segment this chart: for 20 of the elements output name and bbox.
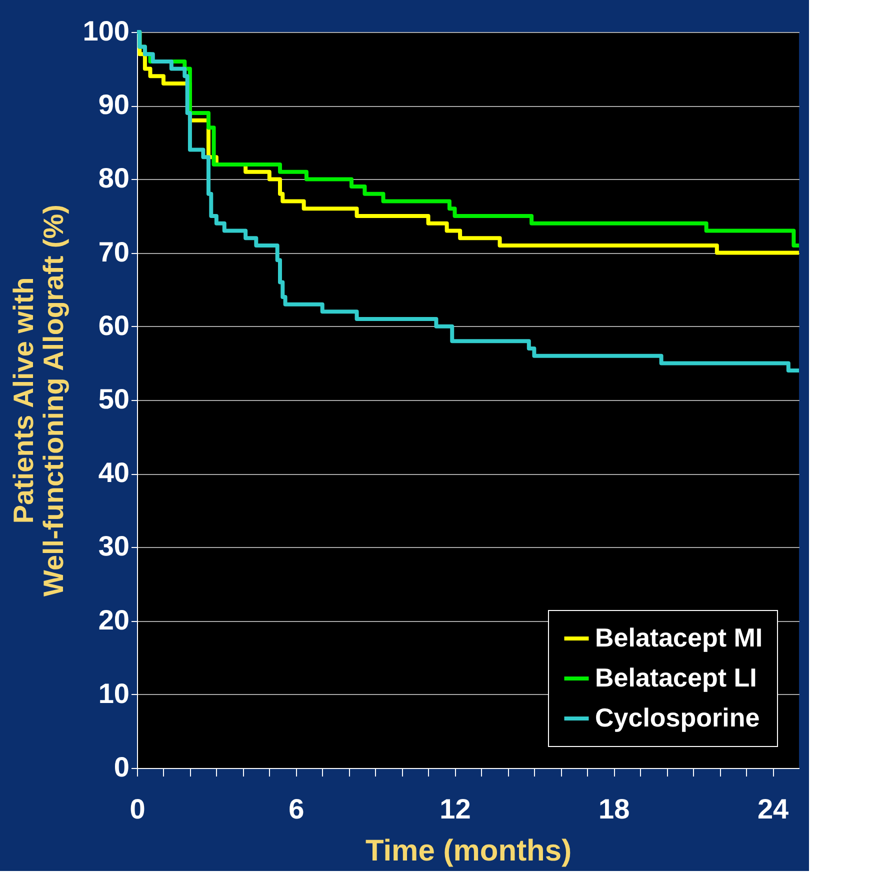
legend-label: Cyclosporine [595, 702, 760, 732]
y-tick-label: 0 [114, 752, 130, 782]
x-tick-label: 24 [757, 794, 790, 824]
x-tick-label: 6 [288, 794, 304, 824]
y-tick-label: 90 [98, 89, 130, 120]
x-tick-label: 18 [598, 794, 630, 824]
legend-label: Belatacept LI [595, 662, 757, 692]
y-tick-label: 30 [98, 530, 130, 562]
y-tick-label: 70 [98, 236, 130, 268]
x-tick-label: 12 [440, 794, 471, 824]
y-tick-label: 10 [98, 678, 130, 709]
y-tick-label: 60 [98, 310, 130, 341]
y-tick-label: 100 [82, 16, 130, 46]
y-tick-label: 50 [98, 384, 130, 414]
y-axis-title: Patients Alive with Well-functioning Allograft (%) [8, 204, 69, 596]
y-tick-label: 80 [98, 162, 130, 194]
y-tick-label: 20 [98, 604, 130, 636]
x-axis-title: Time (months) [365, 834, 572, 868]
y-tick-label: 40 [98, 457, 130, 488]
legend-label: Belatacept MI [595, 622, 763, 652]
